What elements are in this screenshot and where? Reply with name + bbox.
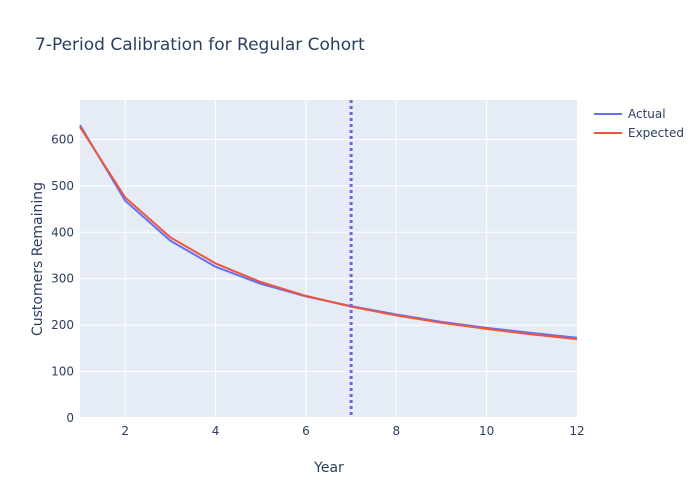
x-tick-label: 6 [302, 424, 310, 438]
legend-item-expected[interactable]: Expected [594, 126, 684, 140]
y-tick-label: 600 [51, 132, 74, 146]
grid-lines [80, 100, 577, 419]
series-line-expected [79, 126, 578, 341]
x-tick-label: 2 [121, 424, 129, 438]
x-tick-label: 8 [392, 424, 400, 438]
chart-title: 7-Period Calibration for Regular Cohort [35, 35, 365, 55]
y-axis-title: Customers Remaining [30, 182, 46, 336]
x-tick-label: 12 [569, 424, 584, 438]
legend-label-actual: Actual [628, 107, 666, 121]
legend-item-actual[interactable]: Actual [594, 107, 666, 121]
tick-labels: 0 100 200 300 400 500 600 2 4 6 8 10 12 [51, 132, 585, 438]
y-tick-label: 500 [51, 179, 74, 193]
x-tick-label: 10 [479, 424, 494, 438]
y-tick-label: 300 [51, 272, 74, 286]
y-tick-label: 200 [51, 318, 74, 332]
plot-area [80, 100, 577, 418]
legend[interactable]: Actual Expected [594, 107, 684, 140]
y-tick-label: 0 [66, 411, 74, 425]
y-tick-label: 400 [51, 225, 74, 239]
series-lines [79, 124, 578, 341]
x-axis-title: Year [313, 460, 344, 476]
y-tick-label: 100 [51, 365, 74, 379]
x-tick-label: 4 [212, 424, 220, 438]
legend-label-expected: Expected [628, 126, 684, 140]
